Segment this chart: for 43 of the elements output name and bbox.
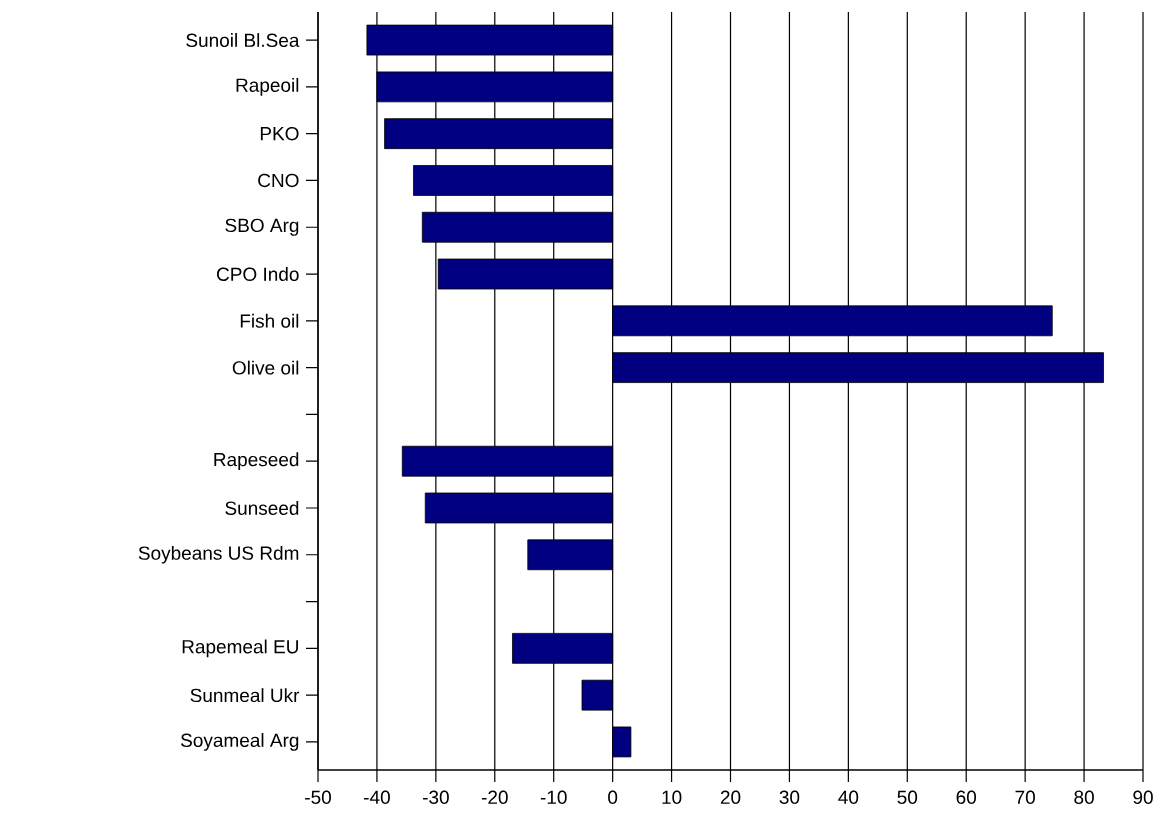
bar (612, 352, 1104, 383)
x-tick-label: 70 (1015, 790, 1035, 804)
bar (612, 305, 1053, 337)
y-tick-label: Olive oil (232, 360, 299, 375)
y-tick-label: Fish oil (240, 313, 299, 328)
x-tick-label: 30 (779, 790, 800, 804)
bar (512, 632, 614, 664)
bar (527, 539, 614, 571)
x-tick-label: 60 (956, 790, 977, 804)
x-tick-label: -30 (422, 790, 449, 804)
x-tick-label: 10 (662, 790, 682, 804)
y-tick-label: Rapeoil (236, 78, 299, 96)
bar (424, 492, 614, 524)
y-tick-label: Sunmeal Ukr (190, 688, 300, 703)
x-tick-label: 80 (1074, 790, 1094, 804)
y-tick-label: Soybeans US Rdm (138, 545, 299, 564)
y-tick-label: Sunoil Bl.Sea (186, 33, 300, 48)
bar (413, 165, 614, 196)
bar (376, 71, 614, 103)
bar (401, 445, 614, 477)
x-tick-label: 0 (608, 790, 618, 804)
x-tick-label: 50 (897, 790, 918, 804)
y-tick-label: PKO (260, 126, 299, 141)
y-tick-label: Soyameal Arg (180, 733, 299, 751)
y-tick-label: CNO (258, 173, 299, 188)
y-tick-label: Rapemeal EU (182, 639, 298, 658)
bar (384, 118, 614, 150)
x-tick-label: 90 (1133, 790, 1153, 804)
bar (366, 24, 614, 56)
x-tick-label: 40 (838, 790, 859, 804)
bar (581, 679, 614, 711)
bar (421, 211, 614, 243)
x-tick-label: 20 (720, 790, 741, 804)
x-tick-label: -10 (540, 790, 567, 804)
y-tick-label: Sunseed (225, 501, 299, 515)
y-tick-label: CPO Indo (217, 267, 299, 282)
bar (612, 726, 632, 758)
y-tick-label: Rapeseed (214, 452, 299, 471)
x-tick-label: -50 (305, 790, 331, 804)
bar (437, 258, 614, 290)
x-tick-label: -20 (481, 790, 508, 804)
y-tick-label: SBO Arg (225, 218, 299, 236)
x-tick-label: -40 (364, 790, 390, 804)
